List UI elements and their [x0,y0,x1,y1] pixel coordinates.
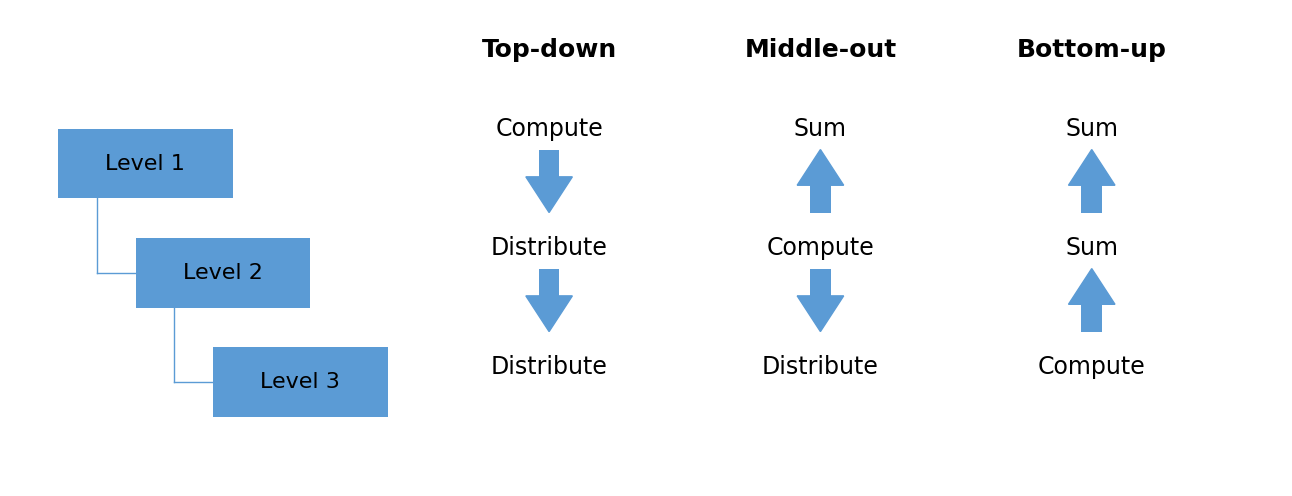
Text: Compute: Compute [1037,355,1146,379]
FancyBboxPatch shape [810,269,831,296]
FancyBboxPatch shape [810,185,831,212]
Text: Distribute: Distribute [762,355,879,379]
Text: Distribute: Distribute [491,355,607,379]
FancyBboxPatch shape [539,150,559,177]
FancyBboxPatch shape [539,269,559,296]
Polygon shape [1068,150,1115,185]
FancyBboxPatch shape [1081,304,1102,331]
Polygon shape [526,177,572,212]
FancyBboxPatch shape [136,238,310,308]
Text: Distribute: Distribute [491,236,607,260]
FancyBboxPatch shape [58,129,233,198]
Text: Sum: Sum [1065,236,1119,260]
Text: Compute: Compute [766,236,875,260]
Text: Compute: Compute [495,117,603,141]
Text: Bottom-up: Bottom-up [1017,38,1167,62]
Polygon shape [526,296,572,331]
Polygon shape [797,296,844,331]
FancyBboxPatch shape [213,347,388,417]
Text: Top-down: Top-down [482,38,616,62]
Polygon shape [797,150,844,185]
Text: Level 2: Level 2 [183,263,262,283]
Text: Sum: Sum [793,117,848,141]
Text: Level 1: Level 1 [106,154,185,174]
Text: Sum: Sum [1065,117,1119,141]
Text: Level 3: Level 3 [261,372,340,392]
Text: Middle-out: Middle-out [744,38,897,62]
FancyBboxPatch shape [1081,185,1102,212]
Polygon shape [1068,269,1115,304]
